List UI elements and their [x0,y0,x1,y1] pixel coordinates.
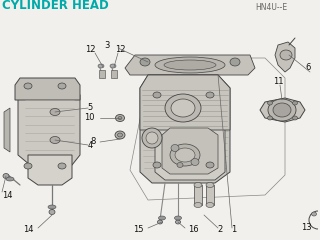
Text: 12: 12 [115,46,125,54]
Ellipse shape [140,58,150,66]
Ellipse shape [117,133,123,137]
Ellipse shape [58,83,66,89]
Polygon shape [28,155,72,185]
Ellipse shape [157,220,163,224]
Polygon shape [275,42,295,72]
Ellipse shape [170,144,200,166]
Bar [206,185,214,205]
Polygon shape [130,58,285,200]
Ellipse shape [206,203,214,208]
Polygon shape [140,75,230,183]
Polygon shape [162,128,218,174]
Polygon shape [15,78,80,100]
Ellipse shape [206,182,214,187]
Ellipse shape [142,128,162,148]
Ellipse shape [174,216,181,220]
Polygon shape [260,98,305,122]
Ellipse shape [165,94,201,122]
Ellipse shape [171,99,195,117]
Ellipse shape [206,162,214,168]
Text: CYLINDER HEAD: CYLINDER HEAD [2,0,109,12]
Ellipse shape [194,203,202,208]
Ellipse shape [116,114,124,121]
Bar [99,70,105,78]
Ellipse shape [3,174,9,179]
Polygon shape [18,82,80,168]
Ellipse shape [58,163,66,169]
Ellipse shape [153,162,161,168]
Text: 8: 8 [91,138,96,146]
Text: 13: 13 [301,223,311,233]
Ellipse shape [158,216,165,220]
Ellipse shape [280,50,292,60]
Ellipse shape [98,64,104,68]
Text: 10: 10 [84,114,95,122]
Ellipse shape [206,92,214,98]
Text: 3: 3 [105,42,110,50]
Text: 5: 5 [87,103,92,113]
Ellipse shape [118,116,122,120]
Ellipse shape [311,212,316,216]
Polygon shape [155,122,225,180]
Bar [194,185,202,205]
Ellipse shape [24,83,32,89]
Ellipse shape [50,137,60,144]
Text: 6: 6 [305,64,311,72]
Ellipse shape [292,116,298,120]
Ellipse shape [292,101,298,105]
Ellipse shape [268,101,273,105]
Text: 12: 12 [85,46,95,54]
Ellipse shape [49,210,55,215]
Ellipse shape [268,99,296,121]
Ellipse shape [115,131,125,139]
Ellipse shape [175,148,195,162]
Ellipse shape [171,144,179,151]
Text: 16: 16 [188,224,199,234]
Ellipse shape [268,116,273,120]
Ellipse shape [48,205,56,209]
Ellipse shape [6,177,14,181]
Ellipse shape [194,182,202,187]
Text: 15: 15 [133,224,144,234]
Ellipse shape [191,158,199,166]
Text: 14: 14 [23,224,34,234]
Ellipse shape [177,162,183,168]
Text: HN4U--E: HN4U--E [255,3,287,12]
Ellipse shape [175,220,180,224]
Ellipse shape [110,64,116,68]
Polygon shape [4,108,10,152]
Ellipse shape [24,163,32,169]
Polygon shape [140,75,230,130]
Text: 4: 4 [87,140,92,150]
Text: 1: 1 [231,224,236,234]
Ellipse shape [50,108,60,115]
Ellipse shape [230,58,240,66]
Ellipse shape [155,57,225,73]
Polygon shape [125,55,255,75]
Ellipse shape [273,103,291,117]
Ellipse shape [146,132,158,144]
Ellipse shape [164,60,216,70]
Text: 11: 11 [273,78,283,86]
Text: 14: 14 [2,192,12,200]
Bar [111,70,117,78]
Text: 2: 2 [217,224,223,234]
Ellipse shape [153,92,161,98]
